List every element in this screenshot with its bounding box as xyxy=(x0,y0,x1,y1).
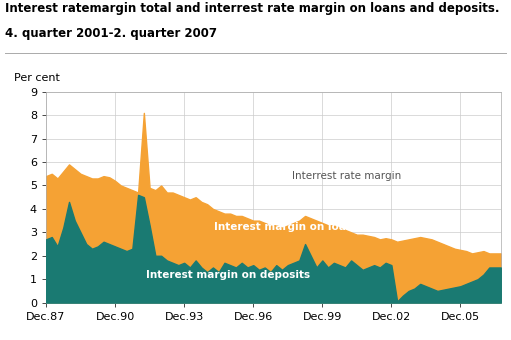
Text: Interest margin on loans: Interest margin on loans xyxy=(214,222,360,232)
Text: Per cent: Per cent xyxy=(14,73,60,83)
Text: Interrest rate margin: Interrest rate margin xyxy=(292,171,401,181)
Text: 4. quarter 2001-2. quarter 2007: 4. quarter 2001-2. quarter 2007 xyxy=(5,27,217,40)
Text: Interest ratemargin total and interrest rate margin on loans and deposits.: Interest ratemargin total and interrest … xyxy=(5,2,500,15)
Text: Interest margin on deposits: Interest margin on deposits xyxy=(146,270,310,280)
